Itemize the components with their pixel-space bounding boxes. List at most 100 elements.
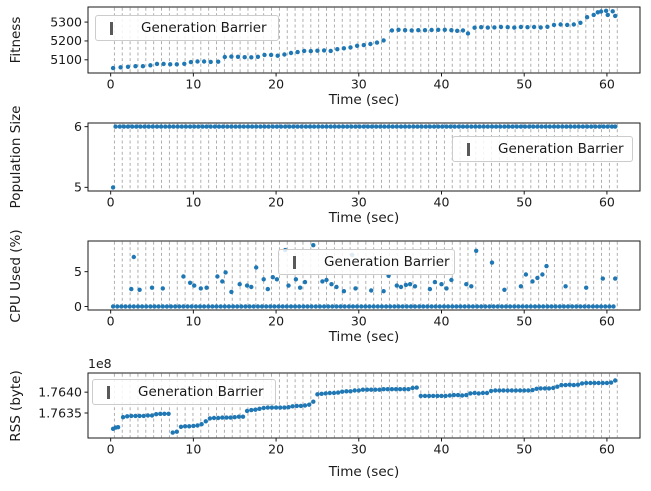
- data-point: [432, 279, 438, 285]
- data-point: [216, 415, 221, 421]
- data-point: [138, 124, 143, 129]
- x-tick-label: 10: [185, 314, 201, 329]
- data-point: [517, 388, 523, 393]
- y-tick-label: 0: [74, 299, 82, 314]
- data-point: [542, 386, 548, 391]
- data-point: [613, 378, 618, 383]
- data-point: [182, 424, 188, 429]
- data-point: [311, 243, 316, 248]
- data-point: [398, 124, 404, 129]
- data-point: [303, 124, 309, 129]
- data-point: [416, 28, 421, 33]
- data-point: [499, 304, 505, 309]
- data-point: [516, 304, 521, 309]
- data-point: [225, 124, 230, 129]
- y-tick-label: 6: [74, 119, 82, 134]
- data-point: [397, 387, 403, 392]
- data-point: [525, 25, 530, 30]
- data-point: [464, 124, 470, 129]
- data-point: [255, 304, 261, 309]
- data-point: [465, 31, 471, 36]
- data-point: [302, 403, 308, 408]
- data-point: [356, 388, 361, 393]
- data-point: [286, 283, 291, 288]
- data-point: [266, 124, 271, 129]
- data-point: [174, 62, 179, 67]
- y-axis-label-fitness: Fitness: [8, 16, 24, 64]
- data-point: [121, 124, 127, 129]
- data-point: [222, 54, 227, 60]
- data-point: [601, 124, 606, 129]
- data-point: [294, 403, 299, 409]
- data-point: [160, 286, 165, 291]
- data-point: [472, 390, 477, 396]
- data-point: [329, 282, 334, 287]
- data-point: [426, 393, 432, 399]
- data-point: [189, 304, 194, 309]
- data-point: [400, 304, 405, 309]
- data-point: [597, 124, 602, 129]
- data-point: [288, 50, 294, 56]
- data-point: [327, 390, 332, 396]
- y-tick-label: 5: [74, 264, 82, 279]
- data-point: [374, 40, 380, 45]
- data-point: [244, 283, 250, 288]
- legend-label: Generation Barrier: [498, 141, 624, 157]
- data-point: [274, 124, 280, 129]
- data-point: [226, 304, 232, 309]
- data-point: [349, 124, 354, 129]
- data-point: [386, 124, 391, 129]
- data-point: [187, 124, 193, 129]
- data-point: [265, 286, 270, 292]
- data-point: [441, 304, 447, 309]
- data-point: [204, 285, 209, 290]
- data-point: [444, 124, 449, 129]
- data-point: [210, 304, 215, 309]
- data-point: [607, 304, 612, 309]
- data-point: [520, 304, 525, 309]
- data-point: [152, 304, 157, 309]
- data-point: [139, 304, 145, 309]
- data-point: [283, 124, 288, 129]
- x-tick-label: 60: [599, 77, 615, 92]
- data-point: [567, 382, 572, 387]
- data-point: [427, 286, 433, 292]
- data-point: [137, 287, 142, 292]
- data-point: [360, 387, 366, 392]
- data-point: [571, 22, 576, 27]
- data-point: [393, 387, 399, 392]
- subplot-0: 0 10 20 30 40 50 60 5100 5200 5300: [50, 6, 641, 92]
- data-point: [460, 124, 466, 129]
- data-point: [608, 380, 614, 385]
- y-tick-label: 1.7640: [38, 384, 82, 399]
- data-point: [345, 124, 350, 129]
- x-tick-label: 0: [107, 442, 115, 457]
- data-point: [541, 304, 546, 309]
- data-point: [472, 25, 477, 30]
- data-point: [181, 274, 186, 279]
- x-tick-label: 40: [434, 314, 450, 329]
- data-point: [141, 413, 146, 419]
- data-point: [142, 124, 147, 129]
- data-point: [408, 304, 414, 309]
- data-point: [535, 275, 540, 281]
- data-point: [305, 304, 310, 309]
- data-point: [117, 124, 123, 129]
- data-point: [164, 304, 170, 309]
- subplot-3: 0 10 20 30 40 50 60 1.7635 1.7640: [38, 372, 641, 457]
- legend-rss: Generation Barrier: [92, 379, 276, 405]
- data-point: [331, 390, 337, 396]
- data-point: [158, 124, 164, 129]
- x-tick-label: 0: [107, 77, 115, 92]
- data-point: [512, 304, 517, 309]
- x-tick-label: 40: [434, 442, 450, 457]
- data-point: [130, 124, 135, 129]
- data-point: [133, 63, 138, 69]
- data-point: [469, 284, 474, 289]
- data-point: [208, 124, 213, 129]
- data-point: [495, 304, 500, 309]
- axes-spines: [87, 240, 641, 311]
- data-point: [479, 25, 484, 30]
- data-point: [506, 124, 511, 129]
- data-point: [538, 25, 543, 30]
